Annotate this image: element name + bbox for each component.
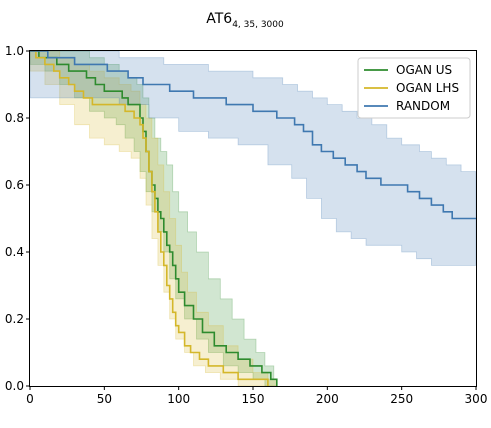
x-tick-label: 200: [316, 392, 339, 406]
y-tick-label: 0.0: [5, 379, 24, 393]
series-lines: [30, 50, 476, 386]
y-tick-label: 0.4: [5, 245, 24, 259]
chart-title-subscript: 4, 35, 3000: [232, 20, 284, 30]
x-tick-label: 150: [242, 392, 265, 406]
series-line-ogan-lhs: [30, 50, 269, 386]
x-tick-label: 0: [26, 392, 34, 406]
y-tick-label: 0.8: [5, 111, 24, 125]
x-tick-label: 300: [465, 392, 488, 406]
y-tick-label: 1.0: [5, 44, 24, 58]
legend-label-ogan-us: OGAN US: [396, 63, 452, 77]
legend-box: [357, 57, 471, 119]
x-tick-label: 250: [390, 392, 413, 406]
legend-label-ogan-lhs: OGAN LHS: [396, 81, 459, 95]
legend: OGAN US OGAN LHS RANDOM: [357, 57, 471, 119]
chart-title-base: AT6: [206, 11, 232, 27]
chart-title: AT64, 35, 3000: [206, 11, 284, 30]
x-tick-label: 50: [97, 392, 112, 406]
band-ogan-lhs: [29, 50, 278, 387]
x-axis: 0 50 100 150 200 250 300: [26, 386, 487, 406]
x-tick-label: 100: [167, 392, 190, 406]
y-axis: 0.0 0.2 0.4 0.6 0.8 1.0: [5, 44, 30, 393]
y-tick-label: 0.6: [5, 178, 24, 192]
legend-label-random: RANDOM: [396, 99, 450, 113]
y-tick-label: 0.2: [5, 312, 24, 326]
series-line-random: [30, 50, 476, 220]
